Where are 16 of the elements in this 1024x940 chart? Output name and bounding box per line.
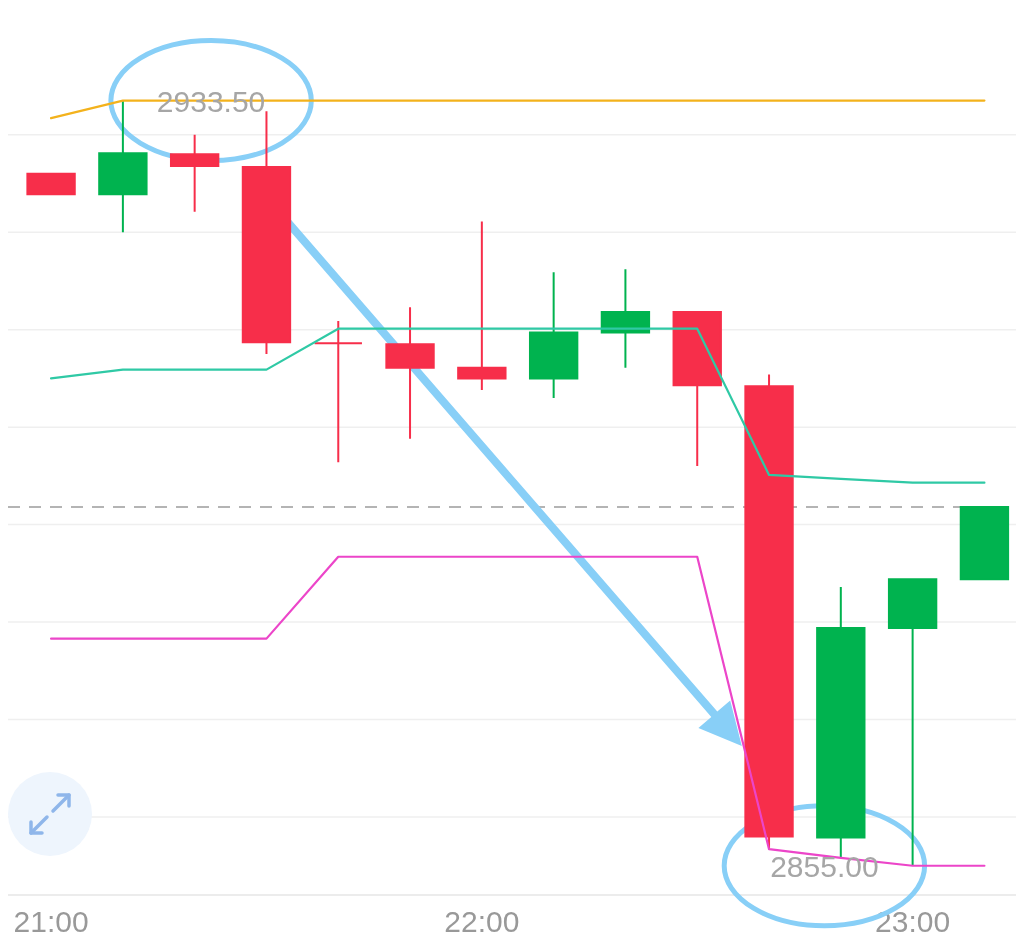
candlestick [98,99,148,234]
candlestick [887,578,938,867]
candlestick [385,306,435,440]
x-tick-label: 21:00 [13,904,89,938]
candlestick [241,110,292,356]
candlestick [313,319,363,464]
candlestick [528,271,579,399]
candlestick [816,585,866,859]
candlestick [457,220,507,392]
candlestick [959,506,1010,581]
candlestick [26,172,76,196]
candlestick [169,133,220,213]
candlestick [672,311,722,468]
candlestick [600,268,651,369]
x-tick-label: 22:00 [444,904,520,938]
annotation: 2855.00 [770,849,879,883]
